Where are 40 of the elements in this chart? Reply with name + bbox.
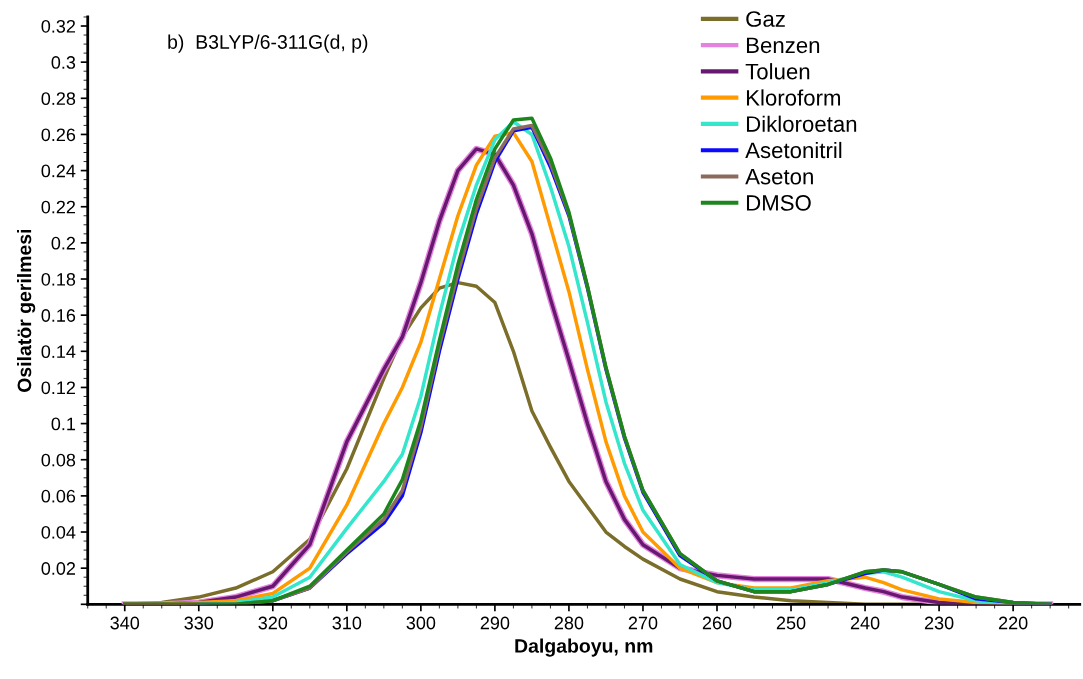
legend-label: Gaz [746,11,785,27]
y-tick-label: 0.24 [41,164,76,178]
y-axis-title: Osilatör gerilmesi [17,229,36,392]
x-tick-label: 290 [480,616,510,630]
x-tick-label: 300 [406,616,436,630]
x-tick-label: 340 [110,616,140,630]
x-tick-label: 320 [258,616,288,630]
y-tick-label: 0.04 [41,525,76,539]
legend-label: Toluen [745,63,810,80]
y-tick-label: 0.06 [41,489,76,503]
x-tick-label: 260 [702,616,732,630]
y-tick-label: 0.2 [51,236,76,250]
legend-label: Dikloroetan [746,115,857,132]
x-axis-title: Dalgaboyu, nm [515,638,653,657]
y-tick-label: 0.16 [41,309,76,322]
x-tick-label: 280 [554,616,584,630]
text: b) B3LYP/6-311G(d, p) [168,34,368,53]
x-tick-label: 270 [628,616,658,630]
x-tick-label: 330 [184,616,214,630]
y-tick-label: 0.12 [41,381,76,395]
y-tick-label: 0.14 [41,345,76,359]
x-tick-label: 230 [924,616,954,630]
y-tick-label: 0.28 [41,92,76,106]
y-tick-label: 0.18 [41,272,76,286]
y-tick-label: 0.02 [41,562,76,575]
legend-label: Benzen [746,37,820,54]
y-tick-label: 0.1 [51,417,76,431]
y-tick-label: 0.32 [41,19,76,33]
x-tick-label: 220 [998,616,1028,630]
y-tick-label: 0.26 [41,128,76,142]
x-tick-label: 310 [332,616,362,630]
x-tick-label: 240 [850,616,880,630]
legend-label: Aseton [745,168,813,185]
legend-label: DMSO [746,195,811,211]
x-tick-label: 250 [776,616,806,630]
y-tick-label: 0.3 [51,56,76,69]
legend-label: Kloroform [746,89,841,106]
legend-label: Asetonitril [745,141,842,159]
y-tick-label: 0.22 [41,200,76,214]
y-tick-label: 0.08 [41,453,76,467]
